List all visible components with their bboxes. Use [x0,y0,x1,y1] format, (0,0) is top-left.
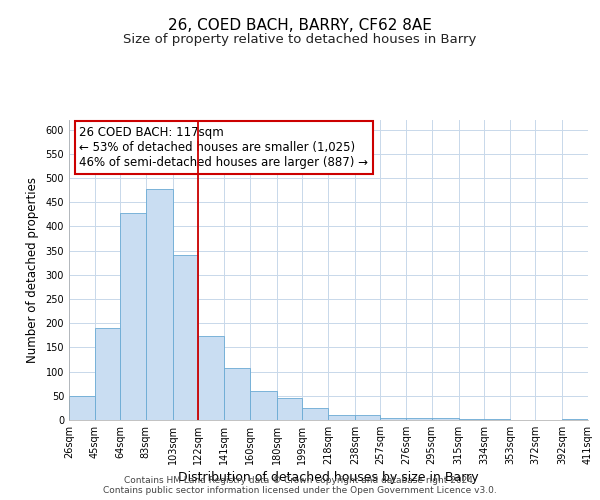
Bar [380,418,406,420]
Text: Contains HM Land Registry data © Crown copyright and database right 2024.: Contains HM Land Registry data © Crown c… [124,476,476,485]
Bar [562,418,588,420]
Bar [120,213,146,420]
Bar [224,368,250,420]
Bar [250,391,277,420]
X-axis label: Distribution of detached houses by size in Barry: Distribution of detached houses by size … [178,472,479,484]
Bar [69,396,95,420]
Bar [355,415,380,420]
Bar [484,418,510,420]
Bar [277,398,302,420]
Y-axis label: Number of detached properties: Number of detached properties [26,177,38,363]
Bar [328,415,355,420]
Bar [95,328,120,420]
Bar [146,188,173,420]
Bar [173,256,199,420]
Bar [406,418,431,420]
Text: 26 COED BACH: 117sqm
← 53% of detached houses are smaller (1,025)
46% of semi-de: 26 COED BACH: 117sqm ← 53% of detached h… [79,126,368,169]
Text: Size of property relative to detached houses in Barry: Size of property relative to detached ho… [124,32,476,46]
Bar [302,408,328,420]
Text: Contains public sector information licensed under the Open Government Licence v3: Contains public sector information licen… [103,486,497,495]
Bar [458,418,484,420]
Bar [199,336,224,420]
Bar [431,418,458,420]
Text: 26, COED BACH, BARRY, CF62 8AE: 26, COED BACH, BARRY, CF62 8AE [168,18,432,32]
